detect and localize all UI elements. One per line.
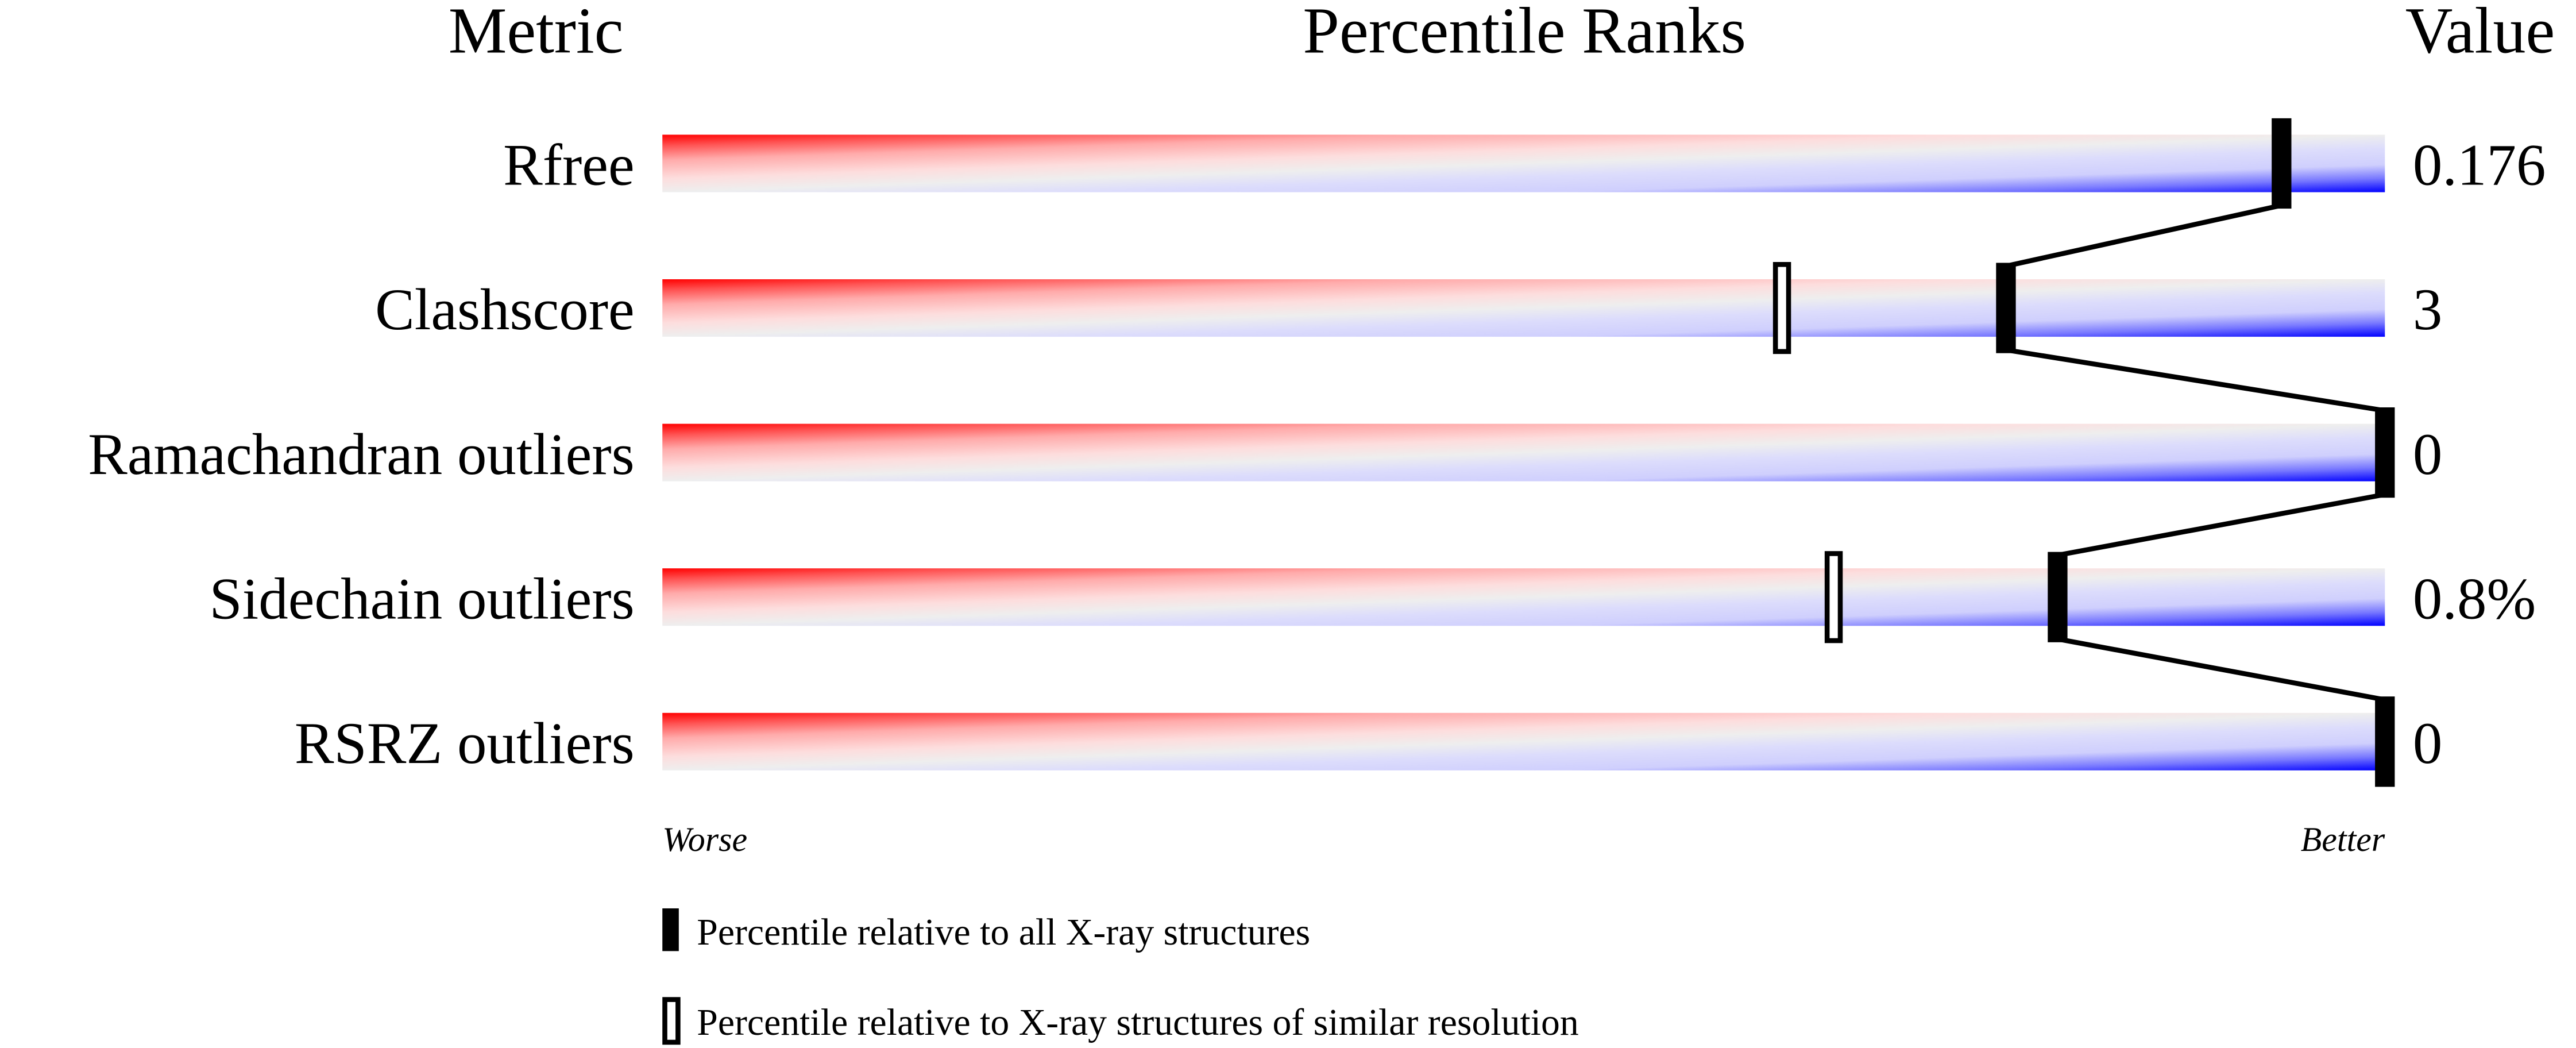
axis-label-better: Better (2301, 820, 2385, 858)
legend-filled-marker (662, 908, 679, 951)
marker-all-structures (2375, 696, 2395, 787)
marker-all-structures (2375, 407, 2395, 498)
percentile-bar (662, 279, 2385, 337)
legend-label-similar: Percentile relative to X-ray structures … (697, 1001, 1578, 1043)
header-metric: Metric (449, 0, 624, 67)
connector-line (2057, 636, 2386, 703)
marker-all-structures (2048, 552, 2068, 642)
metric-value: 0 (2413, 422, 2442, 487)
metric-label: Clashscore (375, 277, 635, 342)
connector-line (2005, 203, 2283, 269)
legend-open-marker (662, 997, 681, 1045)
metric-label: Ramachandran outliers (88, 422, 635, 487)
marker-all-structures (1996, 263, 2016, 353)
header-percentile-ranks: Percentile Ranks (1303, 0, 1746, 67)
metric-label: Rfree (503, 133, 635, 198)
connector-line (2057, 492, 2386, 558)
metric-value: 0 (2413, 711, 2442, 776)
percentile-bar (662, 134, 2385, 192)
metric-label: RSRZ outliers (295, 711, 635, 776)
legend-label-all: Percentile relative to all X-ray structu… (697, 911, 1310, 953)
marker-similar-resolution (1772, 262, 1791, 355)
percentile-bar (662, 423, 2385, 481)
metric-value: 0.176 (2413, 133, 2546, 198)
metric-label: Sidechain outliers (209, 566, 634, 631)
marker-similar-resolution (1824, 551, 1843, 644)
metric-value: 3 (2413, 277, 2442, 342)
axis-label-worse: Worse (662, 820, 747, 858)
percentile-bar (662, 712, 2385, 770)
connector-line (2005, 347, 2385, 413)
percentile-bar (662, 568, 2385, 626)
metric-value: 0.8% (2413, 566, 2536, 631)
header-value: Value (2405, 0, 2555, 67)
marker-all-structures (2272, 118, 2292, 209)
